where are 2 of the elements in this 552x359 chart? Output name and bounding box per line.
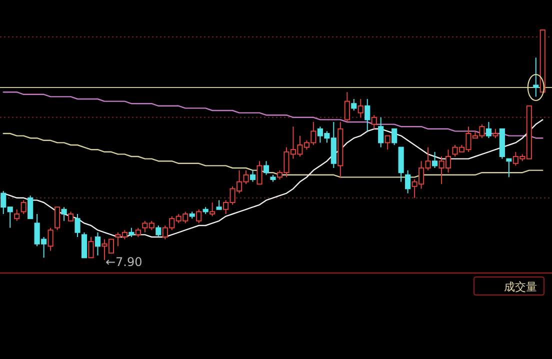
annotation: 成交量 <box>504 280 537 294</box>
annotation: ←7.90 <box>105 255 142 269</box>
